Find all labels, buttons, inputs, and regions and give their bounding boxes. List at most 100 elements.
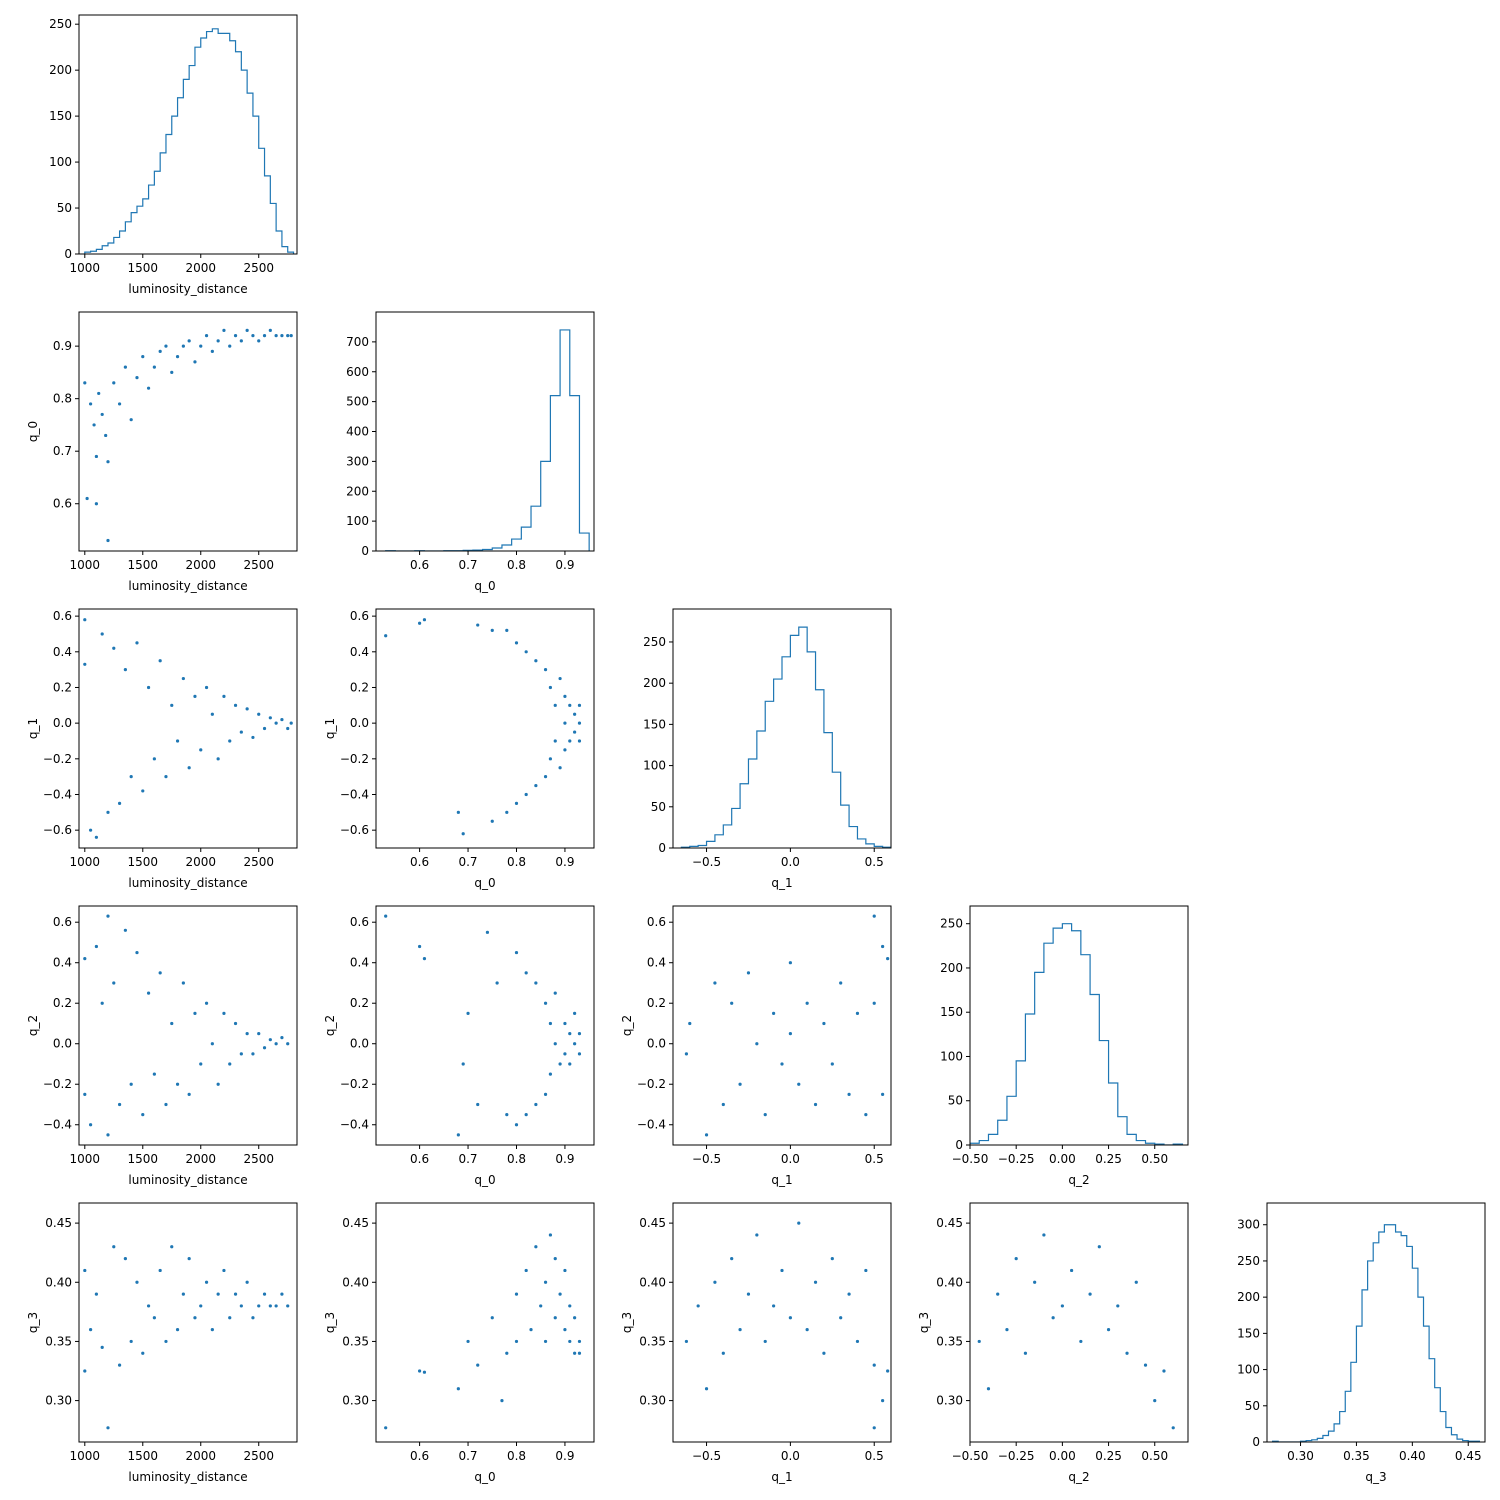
x-tick-label: 0.8 xyxy=(507,558,526,572)
y-tick-label: 50 xyxy=(651,800,666,814)
scatter-point xyxy=(228,1062,232,1066)
scatter-point xyxy=(117,1102,122,1107)
x-tick-label: 2000 xyxy=(185,558,216,572)
panel-q_3-vs-q_1: −0.5 0.0 0.5 0.30 0.35 0.40 0.45 q_1 q_3 xyxy=(620,1202,892,1484)
scatter-point xyxy=(418,1369,422,1373)
scatter-point xyxy=(872,1001,876,1005)
panel-hist-q_2: −0.50 −0.25 0.00 0.25 0.50 0 50 100 150 200 250 q_2 xyxy=(940,905,1189,1187)
scatter-point xyxy=(568,703,572,707)
histogram-line xyxy=(970,923,1184,1145)
x-tick-label: 0.7 xyxy=(458,1449,477,1463)
y-tick-label: 0.40 xyxy=(45,1275,72,1289)
scatter-point xyxy=(257,1032,261,1036)
scatter-point xyxy=(170,703,174,707)
scatter-point xyxy=(548,1072,553,1076)
scatter-point xyxy=(456,810,460,814)
scatter-point xyxy=(199,344,203,348)
plot-area xyxy=(384,914,582,1137)
scatter-point xyxy=(164,1339,168,1344)
x-tick-label: 0.35 xyxy=(1343,1449,1370,1463)
scatter-point xyxy=(216,1082,220,1086)
scatter-point xyxy=(830,1257,834,1261)
x-tick-label: 0.30 xyxy=(1287,1449,1314,1463)
y-axis-label: q_2 xyxy=(26,1015,40,1036)
scatter-point xyxy=(1051,1316,1055,1320)
scatter-point xyxy=(112,646,116,650)
scatter-point xyxy=(568,1339,572,1344)
scatter-point xyxy=(152,365,156,369)
x-tick-label: 0.25 xyxy=(1095,1449,1122,1463)
x-axis-label: q_3 xyxy=(1365,1470,1386,1484)
scatter-point xyxy=(456,1133,460,1137)
scatter-point xyxy=(83,381,87,385)
x-tick-label: 0.6 xyxy=(410,558,429,572)
scatter-point xyxy=(100,1345,104,1349)
scatter-point xyxy=(187,766,191,770)
scatter-point xyxy=(289,721,293,725)
scatter-point xyxy=(543,1339,548,1344)
scatter-point xyxy=(456,1387,460,1391)
scatter-point xyxy=(112,381,116,385)
x-axis-label: q_2 xyxy=(1068,1173,1089,1187)
scatter-point xyxy=(94,502,98,506)
x-tick-label: 0.25 xyxy=(1095,1152,1122,1166)
y-tick-label: 200 xyxy=(49,63,72,77)
y-tick-label: 0.0 xyxy=(350,716,369,730)
x-tick-label: −0.50 xyxy=(952,1152,989,1166)
scatter-point xyxy=(684,1339,689,1344)
scatter-point xyxy=(476,623,480,627)
scatter-point xyxy=(251,334,255,338)
scatter-point xyxy=(175,739,180,743)
x-tick-label: 0.50 xyxy=(1141,1152,1168,1166)
x-axis-label: q_2 xyxy=(1068,1470,1089,1484)
y-tick-label: 0.40 xyxy=(936,1275,963,1289)
scatter-point xyxy=(106,1426,110,1430)
x-tick-label: 1500 xyxy=(128,1152,159,1166)
scatter-point xyxy=(245,1280,249,1284)
scatter-point xyxy=(129,775,133,779)
scatter-point xyxy=(563,694,567,698)
x-tick-label: 0.45 xyxy=(1455,1449,1482,1463)
scatter-point xyxy=(181,676,185,681)
y-tick-label: 0.8 xyxy=(53,392,72,406)
x-axis-label: q_0 xyxy=(474,1470,495,1484)
scatter-point xyxy=(864,1268,868,1273)
scatter-point xyxy=(204,1280,209,1284)
y-tick-label: 0 xyxy=(658,841,666,855)
scatter-point xyxy=(553,1042,557,1046)
scatter-point xyxy=(813,1280,818,1284)
y-tick-label: 0.6 xyxy=(53,915,72,929)
scatter-point xyxy=(986,1387,991,1391)
scatter-point xyxy=(97,391,101,396)
scatter-point xyxy=(100,632,104,636)
scatter-point xyxy=(141,355,145,359)
axes-frame xyxy=(375,905,595,1146)
scatter-point xyxy=(117,801,122,806)
x-tick-label: −0.5 xyxy=(692,1449,721,1463)
panel-q_0-vs-luminosity_distance: 1000 1500 2000 2500 0.6 0.7 0.8 0.9 luminosity_d… xyxy=(26,311,298,593)
scatter-point xyxy=(886,957,890,961)
scatter-point xyxy=(146,386,151,390)
scatter-point xyxy=(881,1398,885,1403)
scatter-point xyxy=(129,1082,133,1086)
scatter-point xyxy=(558,1292,562,1296)
scatter-point xyxy=(193,1011,197,1015)
y-tick-label: 0.40 xyxy=(342,1275,369,1289)
scatter-point xyxy=(500,1398,504,1403)
x-axis-label: q_0 xyxy=(474,1173,495,1187)
scatter-point xyxy=(222,1268,226,1273)
scatter-point xyxy=(573,730,577,734)
scatter-point xyxy=(152,757,156,761)
y-tick-label: 0.45 xyxy=(936,1216,963,1230)
y-tick-label: 100 xyxy=(1237,1363,1260,1377)
plot-area xyxy=(384,1233,582,1430)
x-tick-label: 0.7 xyxy=(458,855,477,869)
scatter-point xyxy=(1042,1233,1046,1237)
y-tick-label: 0.6 xyxy=(647,915,666,929)
scatter-point xyxy=(543,1001,548,1005)
y-tick-label: 0.35 xyxy=(639,1334,666,1348)
y-tick-label: 0.0 xyxy=(53,1037,72,1051)
scatter-point xyxy=(164,1102,168,1107)
x-tick-label: 0.40 xyxy=(1399,1449,1426,1463)
scatter-point xyxy=(563,1268,567,1273)
